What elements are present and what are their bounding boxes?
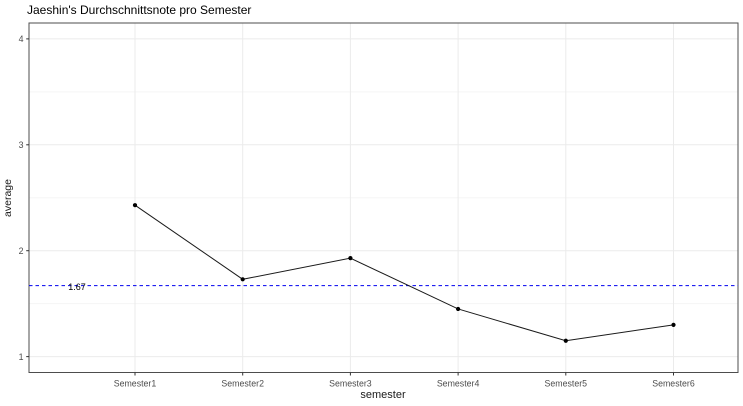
data-point-semester5: [563, 338, 568, 343]
data-point-semester4: [456, 306, 461, 312]
x-tick-label-semester3: Semester3: [329, 379, 372, 389]
reference-line-label: 1.67: [68, 282, 86, 292]
chart-title: Jaeshin's Durchschnittsnote pro Semester: [27, 3, 252, 17]
y-tick-label-2: 2: [19, 246, 24, 256]
y-tick-label-4: 4: [19, 34, 24, 44]
data-point-semester6: [671, 322, 676, 327]
x-tick-label-semester5: Semester5: [545, 379, 588, 389]
data-point-semester2: [240, 277, 245, 282]
x-tick-label-semester6: Semester6: [652, 379, 695, 389]
data-point-semester3: [348, 256, 353, 261]
x-axis-label: semester: [360, 389, 406, 401]
data-line: [134, 204, 674, 342]
x-tick-label-semester2: Semester2: [221, 379, 264, 389]
panel-border: [28, 22, 739, 373]
x-tick-label-semester4: Semester4: [437, 379, 480, 389]
data-point-semester1: [132, 203, 138, 208]
x-tick-label-semester1: Semester1: [114, 379, 157, 389]
y-tick-label-3: 3: [19, 140, 24, 150]
y-tick-label-1: 1: [19, 352, 24, 362]
